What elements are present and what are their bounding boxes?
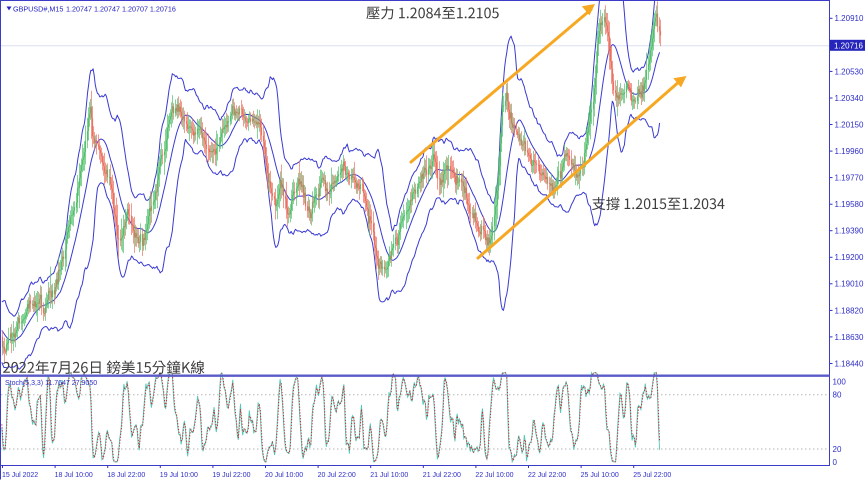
svg-text:0: 0 [833,458,838,467]
svg-text:1.20910: 1.20910 [835,14,864,23]
svg-text:22 Jul 10:00: 22 Jul 10:00 [475,472,513,479]
svg-text:GBPUSD#,M15: GBPUSD#,M15 [13,4,63,13]
svg-text:21 Jul 10:00: 21 Jul 10:00 [370,472,408,479]
svg-text:18 Jul 10:00: 18 Jul 10:00 [55,472,93,479]
svg-text:25 Jul 22:00: 25 Jul 22:00 [633,472,671,479]
svg-text:80: 80 [833,391,842,400]
svg-text:1.18630: 1.18630 [835,333,864,342]
svg-text:Stoch(5,3,3) 11.7647 27.9050: Stoch(5,3,3) 11.7647 27.9050 [5,380,97,387]
svg-text:1.18820: 1.18820 [835,306,864,315]
svg-text:19 Jul 22:00: 19 Jul 22:00 [212,472,250,479]
svg-text:25 Jul 10:00: 25 Jul 10:00 [581,472,619,479]
svg-text:1.20747 1.20747 1.20707 1.2071: 1.20747 1.20747 1.20707 1.20716 [66,4,176,13]
svg-text:1.20716: 1.20716 [834,42,863,51]
svg-text:1.19200: 1.19200 [835,253,864,262]
svg-text:21 Jul 22:00: 21 Jul 22:00 [423,472,461,479]
svg-text:1.19390: 1.19390 [835,227,864,236]
svg-text:19 Jul 10:00: 19 Jul 10:00 [160,472,198,479]
svg-text:1.18440: 1.18440 [835,359,864,368]
svg-text:1.19580: 1.19580 [835,200,864,209]
svg-text:1.19010: 1.19010 [835,280,864,289]
svg-text:20 Jul 10:00: 20 Jul 10:00 [265,472,303,479]
svg-text:100: 100 [833,378,847,387]
svg-text:1.19960: 1.19960 [835,147,864,156]
svg-text:1.19770: 1.19770 [835,174,864,183]
svg-text:1.20150: 1.20150 [835,120,864,129]
svg-text:20: 20 [833,445,842,454]
svg-text:1.20530: 1.20530 [835,67,864,76]
svg-text:20 Jul 22:00: 20 Jul 22:00 [318,472,356,479]
svg-text:18 Jul 22:00: 18 Jul 22:00 [107,472,145,479]
svg-text:22 Jul 22:00: 22 Jul 22:00 [528,472,566,479]
svg-text:15 Jul 2022: 15 Jul 2022 [2,472,38,479]
svg-text:1.20340: 1.20340 [835,94,864,103]
